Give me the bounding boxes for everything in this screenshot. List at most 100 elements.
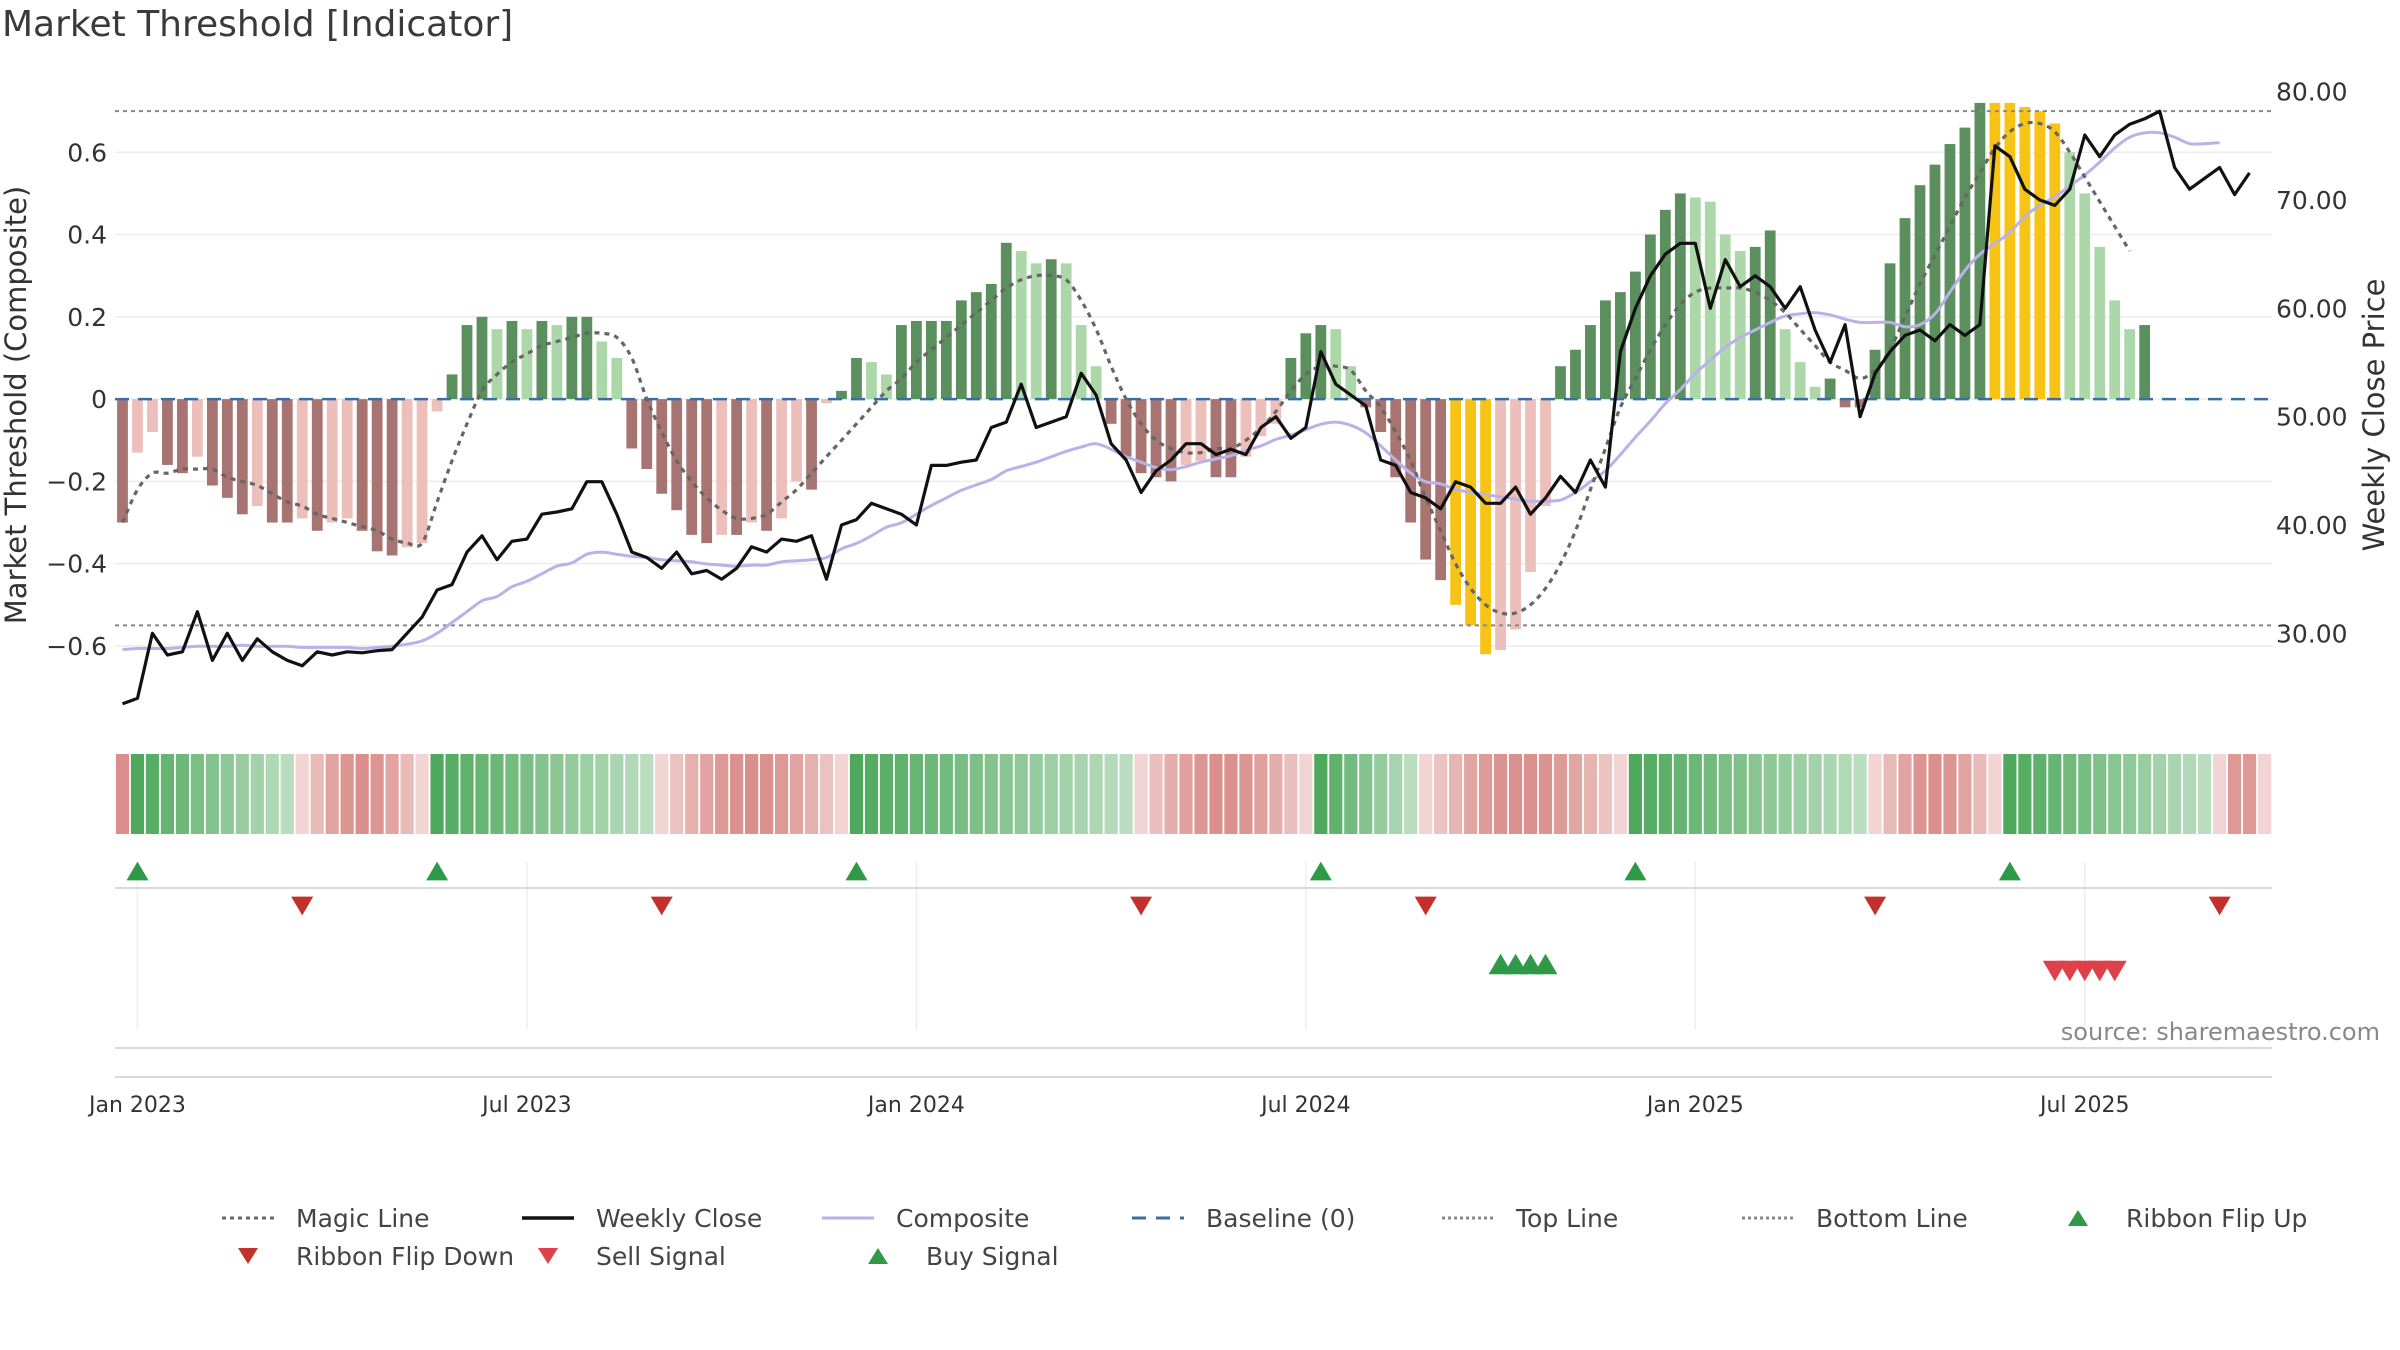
ribbon-cell <box>1404 754 1418 834</box>
composite-bar <box>671 399 683 511</box>
ribbon-cell <box>2063 754 2077 834</box>
composite-bar <box>236 399 248 515</box>
ribbon-cell <box>370 754 384 834</box>
composite-bar <box>1899 218 1911 400</box>
ribbon-cell <box>1464 754 1478 834</box>
composite-bar <box>476 316 488 400</box>
composite-bar <box>1914 185 1926 400</box>
legend-symbol-icon <box>222 1216 274 1220</box>
ribbon-cell <box>1898 754 1912 834</box>
legend-symbol-icon <box>1442 1216 1494 1220</box>
ribbon-cell <box>1254 754 1268 834</box>
legend-item: Buy Signal <box>850 1238 1059 1274</box>
ribbon-cell <box>1913 754 1927 834</box>
ribbon-cell <box>1508 754 1523 834</box>
ribbon-cell <box>1613 754 1627 834</box>
ribbon-cell <box>849 754 864 834</box>
ribbon-cell <box>1718 754 1732 834</box>
y-tick-label: −0.4 <box>46 550 107 579</box>
ribbon-cell <box>535 754 549 834</box>
ribbon-cell <box>550 754 564 834</box>
composite-bar <box>1405 399 1417 523</box>
ribbon-cell <box>999 754 1013 834</box>
ribbon-cell <box>265 754 279 834</box>
composite-bar <box>551 325 563 400</box>
x-tick-label: Jul 2024 <box>1259 1093 1351 1118</box>
ribbon-cell <box>1973 754 1987 834</box>
ribbon-cell <box>1014 754 1028 834</box>
composite-bar <box>761 399 772 531</box>
ribbon-cell <box>115 754 130 834</box>
composite-bar <box>791 399 802 482</box>
legend-item: Baseline (0) <box>1130 1200 1355 1236</box>
composite-bar <box>1105 399 1117 424</box>
legend-item: Magic Line <box>220 1200 430 1236</box>
legend-label: Top Line <box>1516 1203 1619 1233</box>
ribbon-flip-down-marker <box>2208 896 2231 916</box>
composite-bar <box>566 316 578 400</box>
ribbon-cell <box>160 754 175 834</box>
composite-bar <box>1809 386 1821 400</box>
chart-title: Market Threshold [Indicator] <box>2 4 514 45</box>
legend-label: Sell Signal <box>596 1241 726 1271</box>
ribbon-cell <box>715 754 729 834</box>
ribbon-cell <box>1344 754 1358 834</box>
composite-bar <box>985 283 997 400</box>
ribbon-cell <box>1449 754 1463 834</box>
ribbon-cell <box>400 754 414 834</box>
ribbon-cell <box>894 754 908 834</box>
sell-signal-marker <box>2087 960 2112 982</box>
ribbon-cell <box>760 754 774 834</box>
legend-item: Top Line <box>1440 1200 1618 1236</box>
composite-bar <box>955 300 967 400</box>
ribbon-cell <box>520 754 534 834</box>
composite-bar <box>251 399 263 507</box>
ribbon-cell <box>1284 754 1298 834</box>
ribbon-cell <box>834 754 849 834</box>
ribbon-cell <box>325 754 339 834</box>
ribbon-cell <box>1074 754 1088 834</box>
ribbon-cell <box>1538 754 1553 834</box>
ribbon-flip-up-marker <box>845 861 868 881</box>
composite-bar <box>716 399 728 535</box>
composite-bar <box>1360 399 1372 408</box>
ribbon-cell <box>1134 754 1148 834</box>
composite-bar <box>2064 152 2076 400</box>
composite-bar <box>506 320 518 400</box>
composite-bar <box>1704 201 1716 400</box>
ribbon-cell <box>700 754 714 834</box>
composite-bar <box>1075 325 1087 400</box>
composite-bar <box>1495 399 1506 651</box>
composite-bar <box>656 399 668 494</box>
ribbon-cell <box>1389 754 1403 834</box>
composite-bar <box>925 320 937 400</box>
ribbon-cell <box>1179 754 1193 834</box>
ribbon-cell <box>1359 754 1373 834</box>
legend-symbol-icon <box>538 1248 558 1264</box>
ribbon-cell <box>1928 754 1942 834</box>
composite-bar <box>1555 366 1566 400</box>
ribbon-cell <box>1853 754 1867 834</box>
y2-tick-label: 80.00 <box>2276 78 2348 107</box>
y2-tick-label: 50.00 <box>2276 403 2348 432</box>
ribbon-cell <box>295 754 309 834</box>
y-axis-title: Market Threshold (Composite) <box>0 186 33 624</box>
composite-bars-layer <box>117 102 2151 655</box>
legend-symbol-icon <box>2068 1210 2088 1226</box>
composite-bar <box>1585 325 1596 400</box>
source-note: source: sharemaestro.com <box>2061 1018 2380 1046</box>
ribbon-cell <box>1778 754 1792 834</box>
ribbon-cell <box>205 754 219 834</box>
ribbon-cell <box>685 754 699 834</box>
composite-bar <box>1210 399 1222 478</box>
x-tick-label: Jan 2025 <box>1645 1093 1744 1118</box>
composite-bar <box>1330 329 1342 400</box>
composite-bar <box>611 357 623 400</box>
x-tick-label: Jul 2025 <box>2038 1093 2130 1118</box>
composite-bar <box>311 399 323 531</box>
composite-bar <box>2034 111 2046 400</box>
ribbon-cell <box>130 754 145 834</box>
ribbon-cell <box>1104 754 1118 834</box>
composite-bar <box>1045 259 1057 400</box>
composite-bar <box>117 399 128 523</box>
